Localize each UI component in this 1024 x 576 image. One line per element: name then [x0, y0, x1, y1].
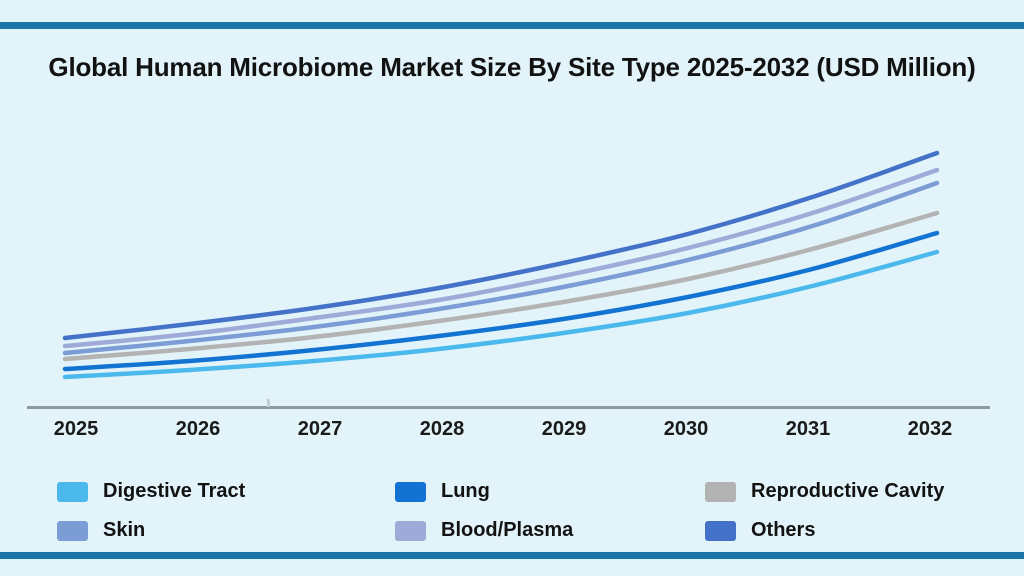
legend-label: Digestive Tract [103, 480, 246, 502]
legend-label: Reproductive Cavity [751, 480, 945, 502]
x-axis-label: 2026 [175, 418, 221, 440]
legend-label: Lung [441, 480, 490, 502]
x-axis-label: 2027 [297, 418, 343, 440]
legend-item-digestive-tract: Digestive Tract [57, 481, 395, 502]
line-lung [62, 230, 940, 372]
legend-item-reproductive-cavity: Reproductive Cavity [705, 481, 944, 502]
legend-swatch-skin [57, 520, 88, 541]
legend-column-1: Digestive Tract Skin [57, 481, 395, 541]
line-digestive-tract [62, 249, 940, 380]
legend-swatch-reproductive-cavity [705, 481, 736, 502]
line-reproductive-cavity [62, 210, 940, 362]
legend-swatch-lung [395, 481, 426, 502]
line-blood-plasma [62, 167, 940, 349]
x-axis-line [27, 406, 990, 409]
legend-label: Others [751, 519, 816, 541]
line-skin [62, 180, 940, 356]
legend-item-others: Others [705, 520, 944, 541]
legend-item-blood-plasma: Blood/Plasma [395, 520, 705, 541]
legend-label: Blood/Plasma [441, 519, 574, 541]
legend-column-3: Reproductive Cavity Others [705, 481, 944, 541]
x-axis-label: 2032 [907, 418, 953, 440]
legend-swatch-digestive-tract [57, 481, 88, 502]
legend: Digestive Tract Skin Lung Blood/Plasma R… [57, 481, 944, 541]
top-accent-bar [0, 22, 1024, 29]
legend-swatch-others [705, 520, 736, 541]
x-axis-label: 2030 [663, 418, 709, 440]
legend-label: Skin [103, 519, 146, 541]
line-others [62, 150, 940, 341]
x-axis-labels: 2025 2026 2027 2028 2029 2030 2031 2032 [40, 417, 966, 441]
legend-item-skin: Skin [57, 520, 395, 541]
legend-swatch-blood-plasma [395, 520, 426, 541]
x-axis-tick [267, 399, 270, 407]
page-title: Global Human Microbiome Market Size By S… [48, 52, 976, 82]
x-axis-label: 2029 [541, 418, 587, 440]
x-axis-label: 2025 [53, 418, 99, 440]
legend-column-2: Lung Blood/Plasma [395, 481, 705, 541]
legend-item-lung: Lung [395, 481, 705, 502]
x-axis-label: 2031 [785, 418, 831, 440]
x-axis-label: 2028 [419, 418, 465, 440]
bottom-accent-bar [0, 552, 1024, 559]
